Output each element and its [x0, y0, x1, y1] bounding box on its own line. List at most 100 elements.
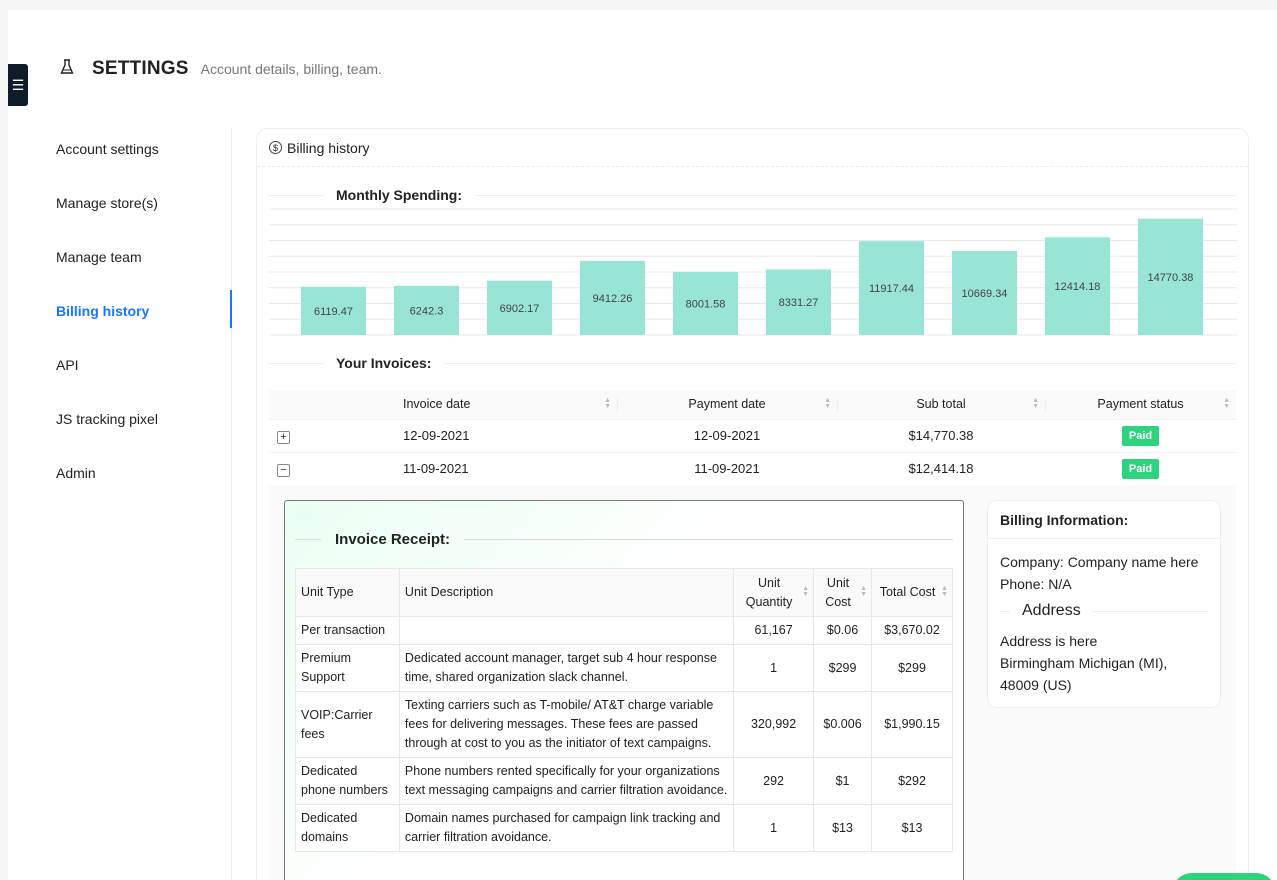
column-payment-status[interactable]: Payment status ▲ ▼ — [1045, 390, 1236, 420]
collapse-row-button[interactable]: − — [277, 463, 290, 477]
sub-total-cell: $12,414.18 — [837, 452, 1045, 486]
address-heading: Address — [1000, 602, 1208, 620]
unit-type-cell: Premium Support — [295, 644, 400, 692]
invoice-receipt-title: Invoice Receipt: — [335, 531, 451, 548]
chart-bar[interactable] — [487, 280, 552, 335]
billing-information-title: Billing Information: — [988, 501, 1220, 539]
unit-type-cell: VOIP:Carrier fees — [295, 691, 400, 758]
address-line-3: 48009 (US) — [1000, 677, 1072, 693]
unit-description-cell: Phone numbers rented specifically for yo… — [398, 757, 735, 805]
chart-bar[interactable] — [580, 260, 645, 335]
total-cost-cell: $13 — [871, 804, 953, 852]
active-indicator — [230, 290, 232, 328]
column-unit-description[interactable]: Unit Description — [398, 568, 735, 617]
unit-quantity-cell: 292 — [733, 757, 815, 805]
total-cost-cell: $3,670.02 — [871, 616, 953, 645]
bar-data-label: 10669.34 — [962, 288, 1008, 300]
invoice-date-cell: 12-09-2021 — [329, 419, 617, 453]
chart-bar[interactable] — [673, 271, 738, 335]
sort-icon: ▲ ▼ — [860, 585, 868, 598]
table-row: Per transaction 61,167 $0.06 $3,670.02 — [295, 616, 953, 645]
unit-description-cell: Texting carriers such as T-mobile/ AT&T … — [398, 691, 735, 758]
help-chat-button[interactable] — [1172, 873, 1276, 880]
billing-information-card: Billing Information: Company: Company na… — [987, 500, 1221, 708]
unit-cost-cell: $1 — [813, 757, 873, 805]
sub-total-cell: $14,770.38 — [837, 419, 1045, 453]
table-row: + 12-09-2021 12-09-2021 $14,770.38 Paid — [269, 419, 1236, 453]
sidebar-item-account-settings[interactable]: Account settings — [56, 141, 159, 157]
chart-bar[interactable] — [859, 241, 924, 335]
column-invoice-date[interactable]: Invoice date ▲ ▼ — [329, 390, 617, 420]
unit-cost-cell: $299 — [813, 644, 873, 692]
menu-toggle-button[interactable]: ☰ — [8, 64, 28, 106]
sort-icon: ▲ ▼ — [941, 585, 948, 598]
menu-icon: ☰ — [11, 76, 25, 93]
card-header: $ Billing history — [257, 129, 1248, 167]
page-title: SETTINGS — [92, 58, 189, 79]
settings-page: ☰ SETTINGS Account details, billing, tea… — [8, 10, 1277, 880]
chart-bar[interactable] — [766, 269, 831, 335]
status-badge: Paid — [1121, 458, 1160, 479]
monthly-spending-chart: 6119.47 6242.3 6902.17 9412.26 8001.58 8331.2… — [269, 208, 1237, 336]
unit-quantity-cell: 1 — [733, 644, 815, 692]
bar-data-label: 9412.26 — [593, 293, 633, 305]
company-text: Company: Company name here — [1000, 554, 1199, 570]
column-total-cost[interactable]: Total Cost ▲ ▼ — [871, 568, 953, 617]
payment-date-cell: 12-09-2021 — [617, 419, 837, 453]
unit-type-cell: Per transaction — [295, 616, 400, 645]
invoices-table: Invoice date ▲ ▼ Payment date ▲ ▼ Sub total ▲… — [269, 390, 1236, 486]
unit-type-cell: Dedicated phone numbers — [295, 757, 400, 805]
receipt-table: Unit Type Unit Description Unit Quantity… — [295, 568, 953, 852]
invoice-date-cell: 11-09-2021 — [329, 452, 617, 486]
your-invoices-title: Your Invoices: — [336, 355, 432, 371]
chart-bar[interactable] — [1138, 218, 1203, 335]
column-unit-cost[interactable]: Unit Cost ▲ ▼ — [813, 568, 873, 617]
bar-data-label: 6119.47 — [314, 306, 353, 318]
sidebar-item-manage-stores[interactable]: Manage store(s) — [56, 195, 158, 211]
expand-column-header — [269, 390, 329, 420]
chart-bar[interactable] — [394, 285, 459, 335]
table-row: Dedicated phone numbers Phone numbers re… — [295, 757, 953, 805]
total-cost-cell: $1,990.15 — [871, 691, 953, 758]
billing-history-card: $ Billing history Monthly Spending: 6119… — [256, 128, 1249, 880]
bar-data-label: 12414.18 — [1055, 281, 1101, 293]
address-line-1: Address is here — [1000, 633, 1098, 649]
table-row: − 11-09-2021 11-09-2021 $12,414.18 Paid — [269, 452, 1236, 486]
unit-description-cell: Dedicated account manager, target sub 4 … — [398, 644, 735, 692]
total-cost-cell: $292 — [871, 757, 953, 805]
column-sub-total[interactable]: Sub total ▲ ▼ — [837, 390, 1045, 420]
bar-data-label: 11917.44 — [869, 283, 914, 295]
monthly-spending-title: Monthly Spending: — [336, 187, 462, 203]
address-line-2: Birmingham Michigan (MI), — [1000, 655, 1168, 671]
your-invoices-heading: Your Invoices: — [269, 355, 1236, 371]
bar-data-label: 8001.58 — [686, 298, 726, 310]
chart-bar[interactable] — [1045, 237, 1110, 335]
unit-cost-cell: $0.06 — [813, 616, 873, 645]
unit-description-cell: Domain names purchased for campaign link… — [398, 804, 735, 852]
sidebar-item-billing-history[interactable]: Billing history — [56, 303, 150, 319]
sidebar-item-manage-team[interactable]: Manage team — [56, 249, 142, 265]
sidebar-item-api[interactable]: API — [56, 357, 79, 373]
invoice-receipt: Invoice Receipt: Unit Type Unit Descript… — [284, 500, 964, 880]
card-title: Billing history — [287, 139, 370, 156]
sort-icon: ▲ ▼ — [604, 397, 611, 410]
sidebar-item-admin[interactable]: Admin — [56, 465, 96, 481]
expand-row-button[interactable]: + — [277, 430, 290, 444]
settings-sidebar: Account settings Manage store(s) Manage … — [8, 128, 232, 880]
column-unit-type[interactable]: Unit Type — [295, 568, 400, 617]
page-subtitle: Account details, billing, team. — [200, 61, 382, 77]
sort-icon: ▲ ▼ — [824, 397, 831, 410]
column-payment-date[interactable]: Payment date ▲ ▼ — [617, 390, 837, 420]
chart-bar[interactable] — [301, 286, 366, 335]
bar-data-label: 6242.3 — [410, 305, 444, 317]
address-title: Address — [1022, 602, 1081, 619]
sort-icon: ▲ ▼ — [802, 585, 810, 598]
payment-date-cell: 11-09-2021 — [617, 452, 837, 486]
column-unit-quantity[interactable]: Unit Quantity ▲ ▼ — [733, 568, 815, 617]
table-row: Premium Support Dedicated account manage… — [295, 644, 953, 692]
unit-cost-cell: $13 — [813, 804, 873, 852]
table-row: Dedicated domains Domain names purchased… — [295, 804, 953, 852]
chart-bar[interactable] — [952, 250, 1017, 335]
sort-icon: ▲ ▼ — [1032, 397, 1039, 410]
sidebar-item-js-tracking-pixel[interactable]: JS tracking pixel — [56, 411, 158, 427]
